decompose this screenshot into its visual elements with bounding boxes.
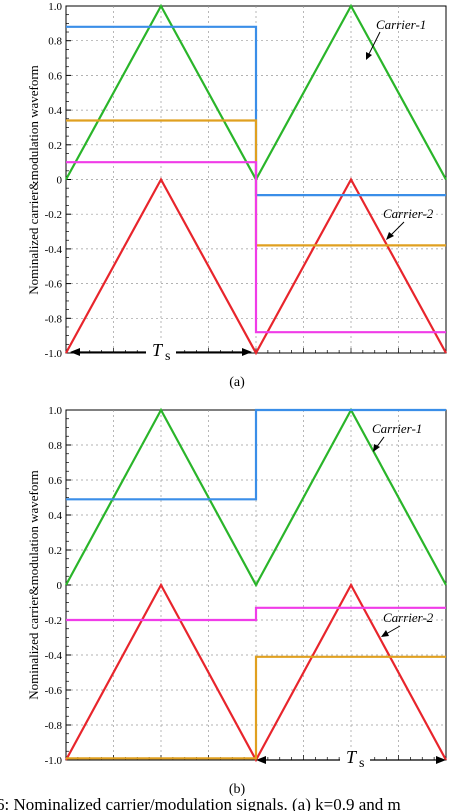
y-tick-label: 0.6	[48, 475, 62, 487]
y-tick-label: 0.4	[48, 510, 62, 522]
annotation-carrier2-a: Carrier-2	[383, 206, 434, 221]
y-tick-label: -0.4	[45, 650, 63, 662]
period-subscript-b: s	[359, 756, 364, 771]
period-arrow-a: T s	[70, 340, 252, 364]
y-tick-label: -0.8	[45, 720, 63, 732]
y-tick-label: 0.4	[48, 105, 62, 117]
series-a	[65, 3, 447, 356]
y-tick-label: 1.0	[48, 405, 62, 417]
series-line-b-0	[65, 407, 447, 588]
annotation-carrier2-b: Carrier-2	[383, 610, 434, 625]
y-tick-label: -1.0	[45, 348, 63, 360]
y-tick-label: -0.2	[45, 615, 62, 627]
panel-label-b: (b)	[229, 782, 246, 797]
panel-label-a: (a)	[229, 375, 245, 390]
series-line-a-2	[66, 25, 446, 197]
chart-panel-b: 1.0 0.8 0.6 0.4 0.2 0 -0.2 -0.4 -0.6 -0.8 -1.0 Nom…	[26, 405, 447, 797]
y-axis-label-a: Nominalized carrier&modulation waveform	[26, 65, 41, 295]
series-line-b-3	[66, 655, 446, 760]
period-label-b: T	[346, 747, 358, 767]
y-tick-label: 0.2	[48, 545, 62, 557]
y-tick-label: 0	[57, 580, 63, 592]
y-tick-label: -0.2	[45, 209, 62, 221]
y-tick-label: 1.0	[48, 1, 62, 13]
y-tick-label: -0.8	[45, 313, 63, 325]
y-tick-label: -1.0	[45, 755, 63, 767]
y-ticks-b: 1.0 0.8 0.6 0.4 0.2 0 -0.2 -0.4 -0.6 -0.8 -1.0	[45, 405, 447, 767]
y-tick-label: -0.6	[45, 685, 63, 697]
y-tick-label: 0.2	[48, 140, 62, 152]
period-label-a: T	[152, 340, 164, 360]
y-tick-label: 0	[57, 175, 63, 187]
y-tick-label: -0.4	[45, 244, 63, 256]
y-axis-label-b: Nominalized carrier&modulation waveform	[26, 470, 41, 700]
chart-panel-a: 1.0 0.8 0.6 0.4 0.2 0 -0.2 -0.4 -0.6 -0.8 -1.0 Nom…	[26, 1, 447, 390]
y-tick-label: 0.8	[48, 36, 62, 48]
y-tick-label: 0.6	[48, 70, 62, 82]
figure-caption: 6: Nominalized carrier/modulation signal…	[0, 795, 401, 811]
y-tick-label: 0.8	[48, 440, 62, 452]
y-tick-label: -0.6	[45, 279, 63, 291]
series-line-b-2	[66, 408, 446, 501]
series-line-a-4	[66, 161, 446, 334]
period-arrow-b: T s	[256, 747, 446, 771]
annotation-carrier1-b: Carrier-1	[372, 421, 422, 436]
series-line-b-4	[66, 606, 446, 622]
y-ticks-a: 1.0 0.8 0.6 0.4 0.2 0 -0.2 -0.4 -0.6 -0.8 -1.0	[45, 1, 447, 360]
period-subscript-a: s	[165, 349, 170, 364]
series-line-a-1	[65, 177, 447, 356]
annotation-carrier1-a: Carrier-1	[376, 17, 426, 32]
